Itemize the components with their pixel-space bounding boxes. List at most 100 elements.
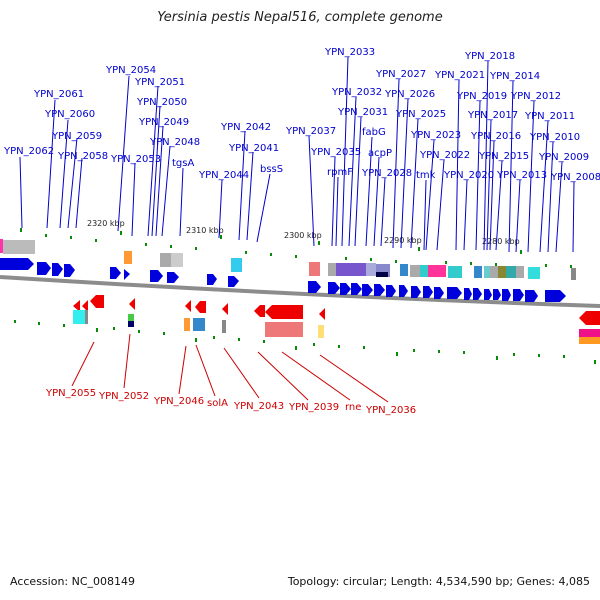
feature-block (184, 318, 190, 331)
forward-leaders (19, 56, 575, 253)
gene-label: YPN_2051 (134, 77, 185, 88)
forward-gene-arrow (399, 285, 408, 297)
gene-label: YPN_2012 (510, 91, 561, 102)
reverse-gene-arrow (73, 300, 80, 312)
gene-label: fabG (362, 127, 386, 138)
forward-gene-arrow (110, 267, 121, 279)
gene-label: YPN_2039 (288, 402, 339, 413)
accession-text: Accession: NC_008149 (10, 575, 136, 588)
gene-label: YPN_2036 (365, 405, 416, 416)
reverse-gene-arrow (90, 295, 104, 308)
gene-label: YPN_2060 (44, 109, 95, 120)
forward-gene-arrow (37, 262, 51, 275)
gene-label: YPN_2018 (464, 51, 515, 62)
gene-label: YPN_2055 (45, 388, 96, 399)
gene-label: YPN_2020 (443, 170, 494, 181)
gene-label: solA (207, 398, 228, 409)
gene-label: YPN_2049 (138, 117, 189, 128)
forward-gene-arrow (473, 288, 482, 300)
feature-block (448, 266, 462, 278)
feature-blocks-bottom (73, 310, 600, 344)
feature-block (0, 239, 3, 253)
forward-gene-arrow (434, 287, 444, 299)
feature-block (318, 325, 324, 338)
reverse-gene-arrows (73, 295, 600, 325)
feature-block (309, 262, 320, 276)
gene-label: YPN_2052 (98, 391, 149, 402)
feature-block (128, 314, 134, 321)
forward-gene-arrow (493, 289, 501, 300)
feature-block (579, 337, 600, 344)
forward-gene-labels: YPN_2062 YPN_2061 YPN_2060 YPN_2059 YPN_… (3, 47, 600, 183)
gene-label: YPN_2013 (496, 170, 547, 181)
forward-gene-arrow (207, 274, 217, 285)
forward-gene-arrows (0, 258, 566, 302)
feature-block (328, 263, 336, 276)
forward-gene-arrow (150, 270, 163, 282)
feature-block (3, 240, 35, 254)
feature-block (579, 329, 600, 337)
forward-gene-arrow (351, 283, 362, 295)
feature-block (171, 253, 183, 267)
gene-label: YPN_2025 (395, 109, 446, 120)
forward-gene-arrow (386, 285, 396, 297)
gene-label: YPN_2046 (153, 396, 204, 407)
gene-label: YPN_2044 (198, 170, 249, 181)
feature-block (366, 263, 376, 276)
feature-block (193, 318, 205, 331)
forward-gene-arrow (513, 289, 524, 301)
gene-label: YPN_2053 (110, 154, 161, 165)
kbp-label: 2280 kbp (482, 237, 520, 246)
feature-block (420, 265, 428, 277)
gene-label: tmk (416, 170, 436, 181)
feature-block (400, 264, 408, 276)
reverse-gene-arrow (185, 300, 191, 312)
gene-label: bssS (260, 164, 283, 175)
kbp-label: 2290 kbp (384, 236, 422, 245)
gene-label: YPN_2011 (524, 111, 575, 122)
forward-gene-arrow (362, 284, 373, 296)
gene-label: tgsA (172, 158, 194, 169)
forward-gene-arrow (328, 282, 340, 294)
reverse-gene-arrow (222, 303, 228, 315)
feature-block (490, 266, 498, 278)
gene-label: YPN_2033 (324, 47, 375, 58)
forward-gene-arrow (124, 269, 130, 280)
gene-label: YPN_2043 (233, 401, 284, 412)
reverse-gene-arrow (82, 300, 88, 312)
forward-gene-arrow (502, 289, 511, 301)
feature-block (128, 321, 134, 327)
reverse-gene-arrow (265, 305, 303, 319)
gene-label: YPN_2035 (310, 147, 361, 158)
forward-gene-arrow (545, 290, 566, 302)
kbp-label: 2320 kbp (87, 219, 125, 228)
feature-block (528, 267, 540, 279)
gene-label: YPN_2022 (419, 150, 470, 161)
forward-gene-arrow (228, 276, 239, 287)
forward-gene-arrow (464, 288, 472, 300)
reverse-gene-arrow (254, 305, 265, 317)
reverse-gene-arrow (579, 311, 600, 325)
gene-label: YPN_2026 (384, 89, 435, 100)
tick-row-bottom (14, 320, 596, 364)
forward-gene-arrow (64, 264, 75, 277)
gene-label: YPN_2019 (456, 91, 507, 102)
reverse-gene-arrow (195, 301, 206, 313)
gene-label: rpmF (327, 167, 353, 178)
gene-label: YPN_2015 (478, 151, 529, 162)
gene-label: YPN_2048 (149, 137, 200, 148)
tick-row-top (20, 228, 572, 268)
feature-block (498, 266, 506, 278)
kbp-label: 2310 kbp (186, 226, 224, 235)
forward-gene-arrow (447, 287, 462, 299)
forward-gene-arrow (308, 281, 321, 293)
forward-gene-arrow (374, 284, 385, 296)
feature-block (571, 268, 576, 280)
gene-label: YPN_2042 (220, 122, 271, 133)
gene-label: acpP (368, 148, 392, 159)
gene-label: YPN_2023 (410, 130, 461, 141)
gene-label: YPN_2017 (467, 110, 518, 121)
forward-gene-arrow (52, 263, 63, 276)
gene-label: YPN_2041 (228, 143, 279, 154)
